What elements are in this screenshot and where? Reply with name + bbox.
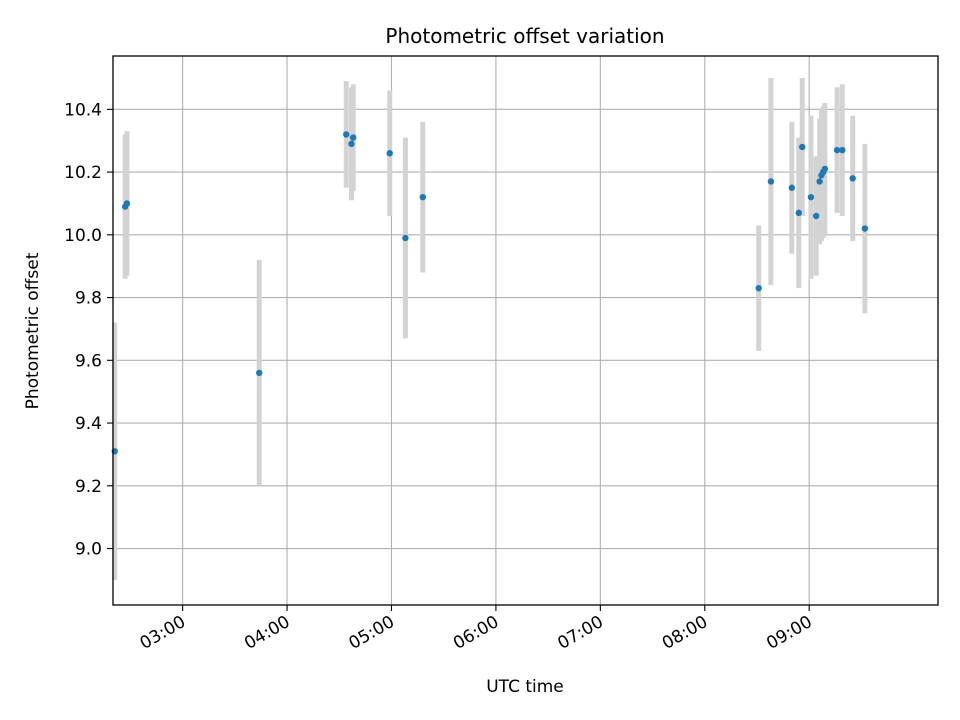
y-tick-label: 9.2 xyxy=(75,477,102,497)
chart-title: Photometric offset variation xyxy=(385,24,664,48)
y-axis-ticks: 9.0 9.2 9.4 9.6 9.8 10.0 10.2 10.4 xyxy=(64,100,113,560)
data-point xyxy=(256,369,263,377)
data-point xyxy=(123,200,131,207)
data-point xyxy=(839,146,846,154)
data-point xyxy=(861,225,869,232)
data-point xyxy=(849,175,856,182)
data-point xyxy=(386,150,393,157)
y-tick-label: 9.4 xyxy=(75,414,102,434)
data-point xyxy=(807,193,815,201)
y-tick-label: 9.0 xyxy=(75,540,102,560)
y-tick-label: 10.4 xyxy=(64,100,102,120)
data-point xyxy=(767,178,775,185)
data-point xyxy=(343,131,350,138)
data-point xyxy=(348,140,355,148)
y-tick-label: 10.0 xyxy=(64,226,102,246)
data-point xyxy=(821,165,829,173)
data-point xyxy=(816,178,823,185)
y-tick-label: 9.6 xyxy=(75,351,102,371)
data-point xyxy=(349,134,357,141)
data-point xyxy=(402,234,409,242)
x-axis-title: UTC time xyxy=(486,677,564,697)
y-axis-title: Photometric offset xyxy=(23,252,43,409)
data-point xyxy=(812,212,820,220)
data-point xyxy=(833,146,841,154)
data-point xyxy=(795,209,802,217)
data-point xyxy=(755,284,762,292)
y-tick-label: 10.2 xyxy=(64,163,102,183)
plot-frame xyxy=(112,55,939,606)
data-point-group xyxy=(111,131,869,455)
y-tick-label: 9.8 xyxy=(75,289,102,309)
data-point xyxy=(788,184,795,191)
data-point xyxy=(419,193,427,201)
data-point xyxy=(799,143,806,151)
